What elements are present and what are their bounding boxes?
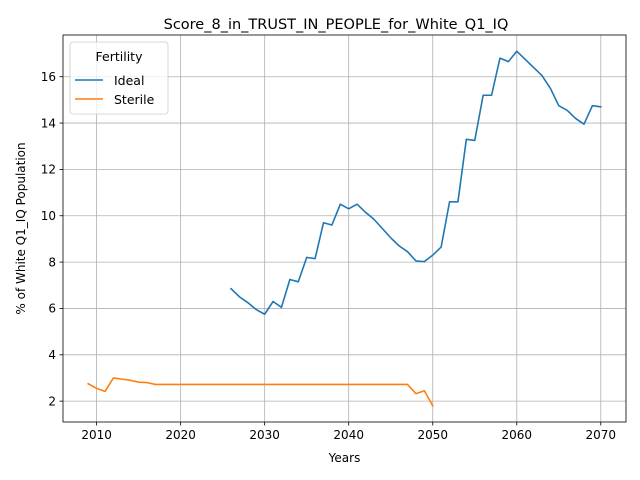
chart-title: Score_8_in_TRUST_IN_PEOPLE_for_White_Q1_… xyxy=(164,17,509,33)
grid xyxy=(63,35,626,422)
series-line-ideal xyxy=(229,50,602,316)
y-tick-label: 14 xyxy=(41,116,56,130)
y-tick-label: 4 xyxy=(48,348,56,362)
y-tick-label: 16 xyxy=(41,70,56,84)
series-lines xyxy=(87,50,602,407)
y-tick-label: 12 xyxy=(41,163,56,177)
x-axis-label: Years xyxy=(328,451,361,465)
x-tick-label: 2030 xyxy=(249,428,280,442)
legend-title: Fertility xyxy=(96,49,144,64)
x-tick-label: 2050 xyxy=(417,428,448,442)
y-tick-label: 6 xyxy=(48,302,56,316)
plot-frame xyxy=(62,34,627,423)
legend-box xyxy=(69,41,169,115)
x-tick-label: 2060 xyxy=(501,428,532,442)
y-tick-label: 8 xyxy=(48,255,56,269)
axis-ticks: 2010 2020 2030 2040 2050 2060 2070 2 4 6 8 10 12 14 16 xyxy=(41,70,616,442)
series-line-sterile xyxy=(87,377,434,407)
y-tick-label: 10 xyxy=(41,209,56,223)
x-tick-label: 2070 xyxy=(586,428,617,442)
y-tick-label: 2 xyxy=(48,394,56,408)
y-axis-label: % of White Q1_IQ Population xyxy=(14,142,28,314)
legend-label-ideal: Ideal xyxy=(114,73,144,88)
x-tick-label: 2020 xyxy=(165,428,196,442)
legend-label-sterile: Sterile xyxy=(114,92,155,107)
x-tick-label: 2040 xyxy=(333,428,364,442)
legend: Fertility Ideal Sterile xyxy=(69,41,169,115)
x-tick-label: 2010 xyxy=(81,428,112,442)
